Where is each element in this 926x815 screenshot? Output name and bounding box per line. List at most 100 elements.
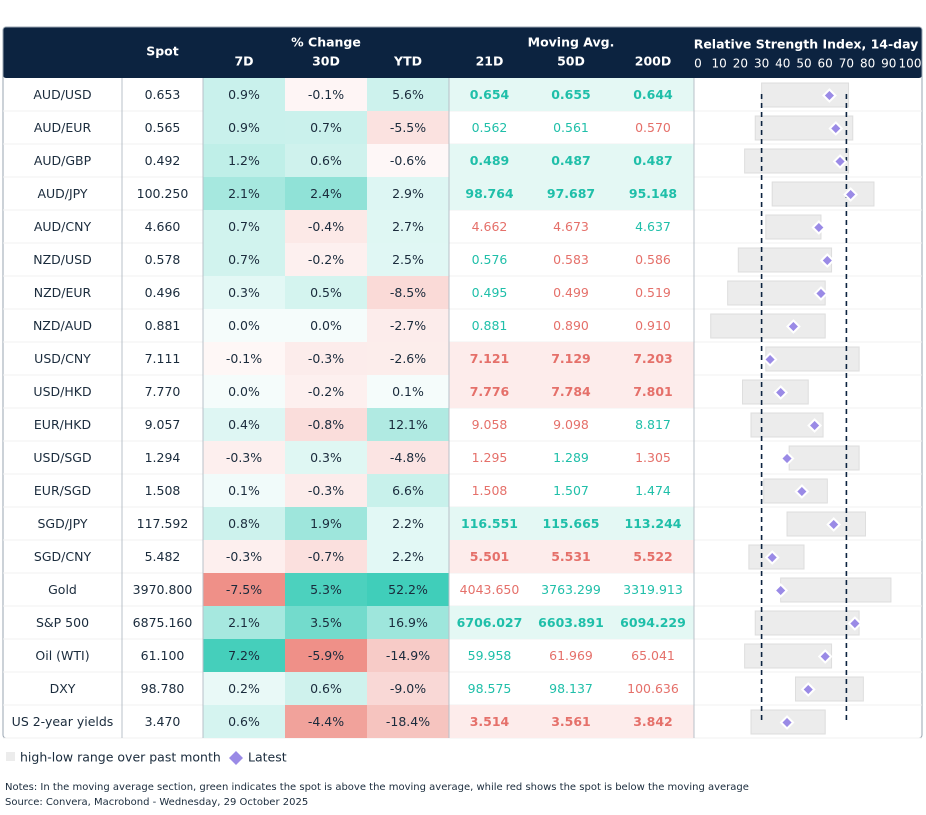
change-value: -18.4% [386,714,430,729]
rsi-latest [817,649,833,664]
moving-avg: 100.636 [627,681,679,696]
ma-highlight [449,177,694,210]
source: Source: Convera, Macrobond - Wednesday, … [5,797,308,808]
change-value: 7.2% [228,648,260,663]
change-value: 0.3% [228,285,260,300]
change-value: -0.3% [308,351,344,366]
rsi-latest [819,253,835,268]
change-cell [285,474,367,507]
spot: 61.100 [141,648,185,663]
legend-marker [229,751,243,765]
spot: 9.057 [145,417,181,432]
rsi-range [754,610,860,636]
change-value: -0.6% [390,153,426,168]
change-value: 0.1% [392,384,424,399]
moving-avg: 95.148 [629,186,677,201]
legend-swatch [6,752,15,761]
moving-avg: 4.673 [553,219,589,234]
change-cell [203,342,285,375]
moving-avg: 6706.027 [457,615,523,630]
change-cell [367,144,449,177]
moving-avg: 0.586 [635,252,671,267]
change-cell [367,177,449,210]
moving-avg: 1.474 [635,483,671,498]
change-value: 0.9% [228,87,260,102]
rsi-latest [826,517,842,532]
change-cell [203,210,285,243]
change-value: -5.9% [308,648,344,663]
moving-avg: 0.570 [635,120,671,135]
spot: 117.592 [137,516,189,531]
change-value: 0.3% [310,450,342,465]
rsi-latest [828,121,844,136]
change-cell [203,639,285,672]
moving-avg: 7.129 [551,351,591,366]
row-name: SGD/CNY [34,549,92,564]
change-cell [285,408,367,441]
change-cell [203,408,285,441]
moving-avg: 1.289 [553,450,589,465]
moving-avg: 0.890 [553,318,589,333]
header-label: 21D [476,54,504,69]
change-cell [285,111,367,144]
moving-avg: 4.637 [635,219,671,234]
change-cell [367,540,449,573]
change-value: 0.0% [310,318,342,333]
legend-label: high-low range over past month [20,750,221,765]
row-name: DXY [50,681,76,696]
moving-avg: 59.958 [468,648,512,663]
row-name: USD/SGD [33,450,91,465]
change-cell [367,342,449,375]
change-cell [367,408,449,441]
change-cell [285,672,367,705]
moving-avg: 98.575 [468,681,512,696]
rsi-tick-label: 80 [860,57,875,71]
change-value: -0.3% [226,549,262,564]
change-value: 2.4% [310,186,342,201]
change-value: -0.2% [308,252,344,267]
row-name: NZD/USD [33,252,91,267]
change-value: 0.0% [228,318,260,333]
moving-avg: 0.576 [472,252,508,267]
rsi-latest [811,220,827,235]
change-value: 2.1% [228,615,260,630]
rsi-latest [762,352,778,367]
spot: 1.294 [145,450,181,465]
change-value: -2.7% [390,318,426,333]
change-cell [285,606,367,639]
change-value: -0.3% [308,483,344,498]
change-value: 5.3% [310,582,342,597]
spot: 4.660 [145,219,181,234]
change-cell [367,111,449,144]
change-value: 0.2% [228,681,260,696]
rsi-range [765,346,860,372]
change-cell [285,441,367,474]
moving-avg: 0.654 [470,87,510,102]
header-bg [3,27,922,78]
change-value: 0.7% [310,120,342,135]
rsi-range [727,280,826,306]
header-label: % Change [291,35,361,50]
change-value: 2.1% [228,186,260,201]
change-cell [285,309,367,342]
change-value: 0.1% [228,483,260,498]
ma-highlight [449,705,694,738]
spot: 100.250 [137,186,189,201]
moving-avg: 3319.913 [623,582,683,597]
rsi-range [765,214,822,240]
moving-avg: 9.058 [472,417,508,432]
rsi-tick-label: 90 [881,57,896,71]
row-name: AUD/JPY [37,186,87,201]
row-name: NZD/EUR [34,285,92,300]
change-value: 0.4% [228,417,260,432]
header-label: 30D [312,54,340,69]
change-value: 3.5% [310,615,342,630]
change-value: 16.9% [388,615,428,630]
change-cell [367,375,449,408]
rsi-latest [773,583,789,598]
rsi-latest [779,715,795,730]
row-name: AUD/USD [33,87,91,102]
change-value: -0.8% [308,417,344,432]
moving-avg: 8.817 [635,417,671,432]
ma-highlight [449,144,694,177]
